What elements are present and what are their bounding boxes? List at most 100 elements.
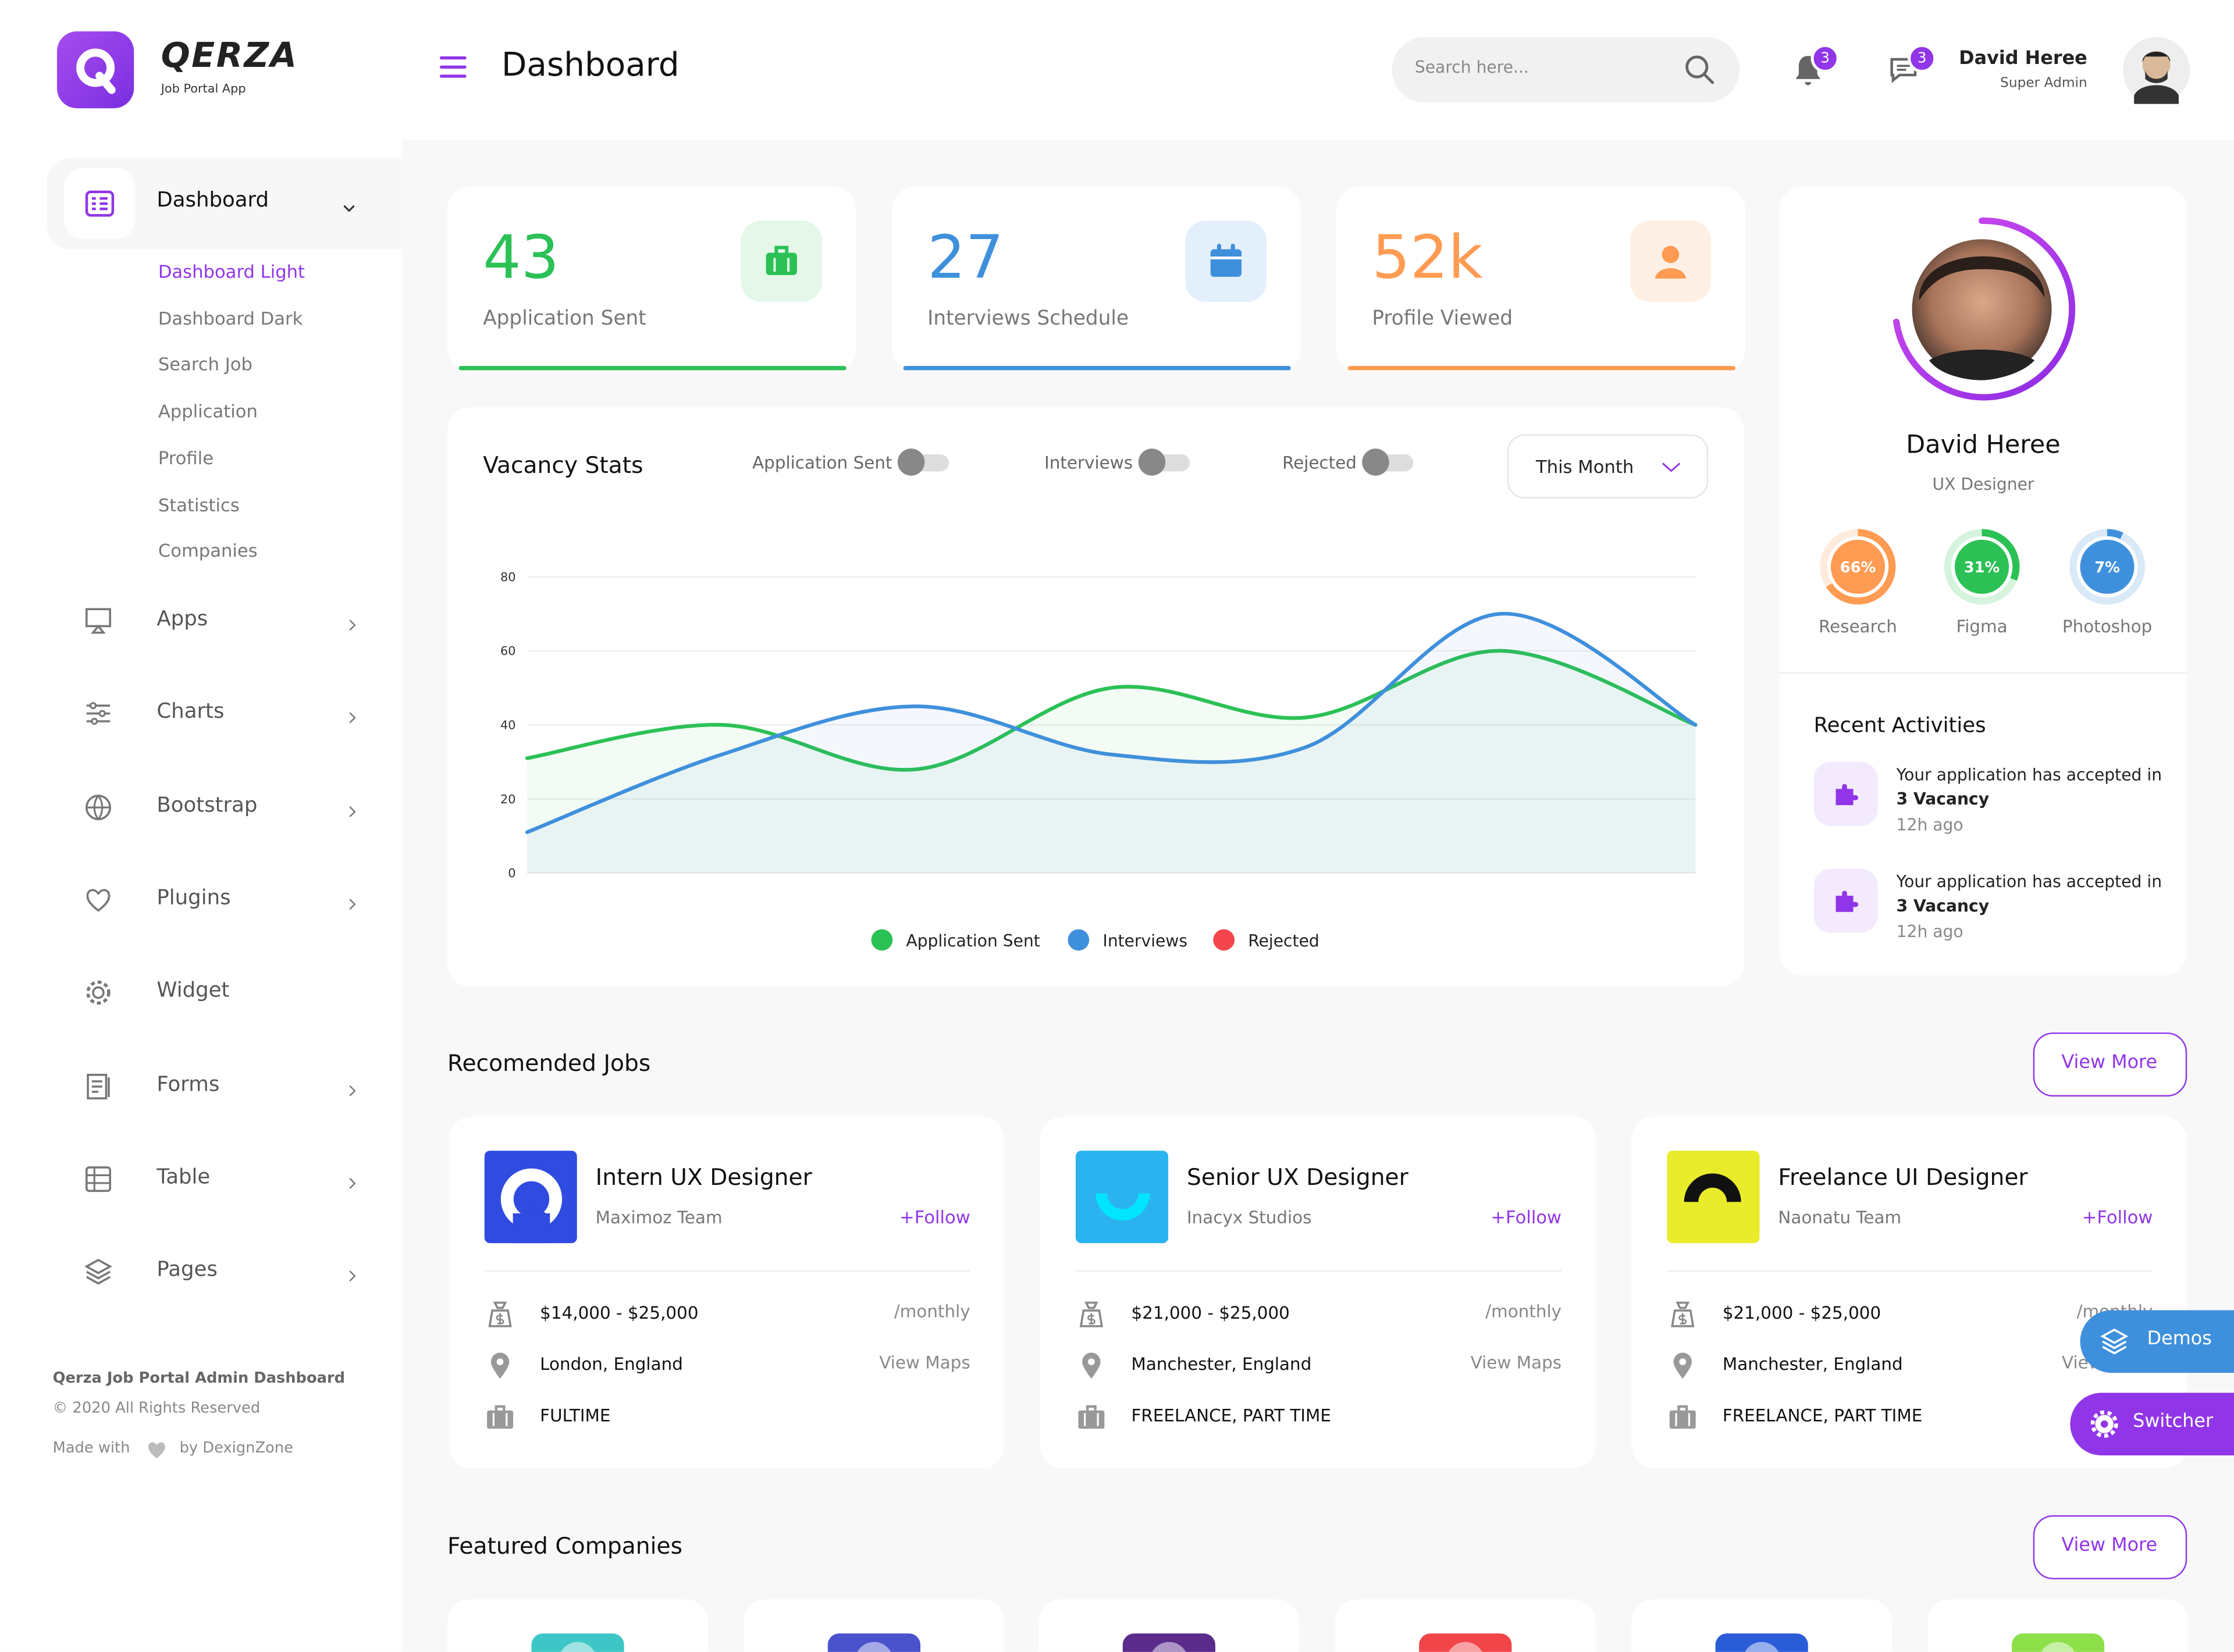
job-row-icon-svg: [1673, 1352, 1692, 1379]
activity-time: 12h ago: [1896, 921, 1963, 942]
stat-icon: [1650, 241, 1691, 282]
job-title: Freelance UI Designer: [1778, 1163, 2028, 1191]
skill-arc: [1826, 529, 1896, 605]
layers-icon: [2098, 1326, 2130, 1357]
menu-icon-svg: [85, 608, 111, 634]
icon-part: [1079, 1301, 1104, 1327]
icon-part: [1655, 268, 1687, 279]
icon-part: [91, 718, 98, 725]
menu-label[interactable]: Apps: [156, 608, 208, 631]
chevron-right-svg: [349, 1177, 356, 1189]
skill-value: 7%: [2094, 559, 2120, 576]
switcher-button[interactable]: Switcher: [2070, 1393, 2234, 1456]
company-card: [1039, 1599, 1300, 1652]
stat-card: 43 Application Sent: [447, 186, 856, 372]
activity-icon-box: [1813, 868, 1878, 933]
toggle-switch[interactable]: [1362, 448, 1414, 476]
message-badge[interactable]: 3: [1908, 44, 1937, 73]
switcher-label: Switcher: [2133, 1411, 2214, 1433]
toggle-switch[interactable]: [1138, 448, 1190, 476]
job-salary: $21,000 - $25,000: [1722, 1303, 1881, 1323]
icon-part: [1684, 1173, 1741, 1202]
view-more-button[interactable]: View More: [2033, 1032, 2187, 1097]
skill-name: Photoshop: [2062, 617, 2153, 637]
submenu-item[interactable]: Profile: [158, 447, 214, 468]
follow-button[interactable]: +Follow: [1490, 1206, 1562, 1228]
chevron-right-svg: [349, 620, 356, 631]
icon-part: [487, 1410, 514, 1429]
submenu-item[interactable]: Application: [158, 400, 258, 422]
chevron-right: [343, 891, 360, 910]
stat-label: Application Sent: [483, 307, 646, 330]
submenu-item[interactable]: Dashboard Dark: [158, 307, 303, 329]
skill-arc: [1982, 529, 2020, 581]
icon-part: [2100, 1420, 2108, 1428]
job-row-icon: [1076, 1401, 1107, 1433]
icon-part: [492, 1413, 508, 1426]
menu-label[interactable]: Bootstrap: [156, 794, 258, 817]
menu-label[interactable]: Table: [156, 1166, 211, 1189]
toggle-switch[interactable]: [898, 448, 949, 476]
menu-label[interactable]: Forms: [156, 1073, 220, 1096]
user-avatar-svg: [2123, 37, 2190, 104]
user-name: David Heree: [1959, 48, 2087, 70]
dropdown-chevron: [1659, 455, 1684, 478]
submenu-item[interactable]: Search Job: [158, 354, 252, 375]
chart-card: Vacancy Stats Application Sent Interviews R…: [447, 407, 1744, 987]
job-row-icon-svg: [1669, 1405, 1696, 1429]
page-title: Dashboard: [501, 47, 680, 84]
series-toggle[interactable]: Interviews: [1044, 448, 1190, 476]
stat-icon-svg: [1210, 244, 1241, 277]
icon-part: [349, 713, 356, 724]
view-maps-link[interactable]: View Maps: [879, 1352, 970, 1373]
job-salary: $21,000 - $25,000: [1131, 1303, 1290, 1323]
icon-part: [1095, 1193, 1150, 1221]
icon-part: [1675, 1413, 1691, 1426]
series-toggle[interactable]: Rejected: [1282, 448, 1414, 476]
submenu-item[interactable]: Dashboard Light: [158, 261, 305, 282]
icon-part: [2134, 85, 2179, 104]
chevron-right: [343, 1077, 360, 1096]
icon-part: [343, 205, 355, 212]
job-company: Maximoz Team: [595, 1208, 723, 1228]
footer-copyright: © 2020 All Rights Reserved: [52, 1400, 261, 1417]
menu-label[interactable]: Widget: [156, 980, 230, 1003]
icon-part: [349, 898, 356, 910]
dropdown-chevron-svg: [1662, 462, 1681, 472]
chevron-right: [343, 706, 360, 724]
stat-card: 52k Profile Viewed: [1336, 186, 1746, 372]
skill-name: Research: [1819, 617, 1897, 637]
company-card: [1335, 1599, 1596, 1652]
period-dropdown[interactable]: This Month: [1507, 434, 1709, 499]
icon-part: [513, 1213, 550, 1244]
follow-button[interactable]: +Follow: [2082, 1206, 2153, 1228]
company-logo-mark: [1150, 1642, 1189, 1652]
submenu-item[interactable]: Companies: [158, 540, 258, 562]
job-row-icon: [485, 1401, 516, 1433]
menu-label[interactable]: Pages: [156, 1259, 218, 1282]
activity-text: Your application has accepted in 3 Vacan…: [1897, 870, 2167, 918]
follow-button[interactable]: +Follow: [899, 1206, 970, 1228]
submenu-item[interactable]: Statistics: [158, 493, 240, 515]
icon-part: [87, 1073, 108, 1099]
company-logo-mark: [1446, 1642, 1485, 1652]
puzzle-icon: [1831, 886, 1861, 916]
series-toggle[interactable]: Application Sent: [752, 448, 949, 476]
view-more-button[interactable]: View More: [2033, 1515, 2187, 1580]
notification-badge[interactable]: 3: [1810, 44, 1840, 73]
menu-label[interactable]: Charts: [156, 701, 225, 724]
toggle-label: Application Sent: [752, 453, 892, 473]
demos-button[interactable]: Demos: [2080, 1310, 2234, 1373]
activity-time: 12h ago: [1896, 814, 1963, 835]
company-logo-svg: [484, 1151, 577, 1244]
menu-label[interactable]: Plugins: [156, 886, 231, 910]
icon-part: [349, 620, 356, 631]
search-box[interactable]: Search here...: [1392, 37, 1740, 103]
menu-item-active[interactable]: Dashboard: [47, 158, 402, 250]
icon-part: [1078, 1410, 1105, 1429]
job-row-icon: [1667, 1299, 1698, 1330]
footer-title: Qerza Job Portal Admin Dashboard: [52, 1370, 346, 1387]
view-maps-link[interactable]: View Maps: [1470, 1352, 1562, 1373]
icon-part: [86, 1167, 111, 1191]
company-card: [1927, 1599, 2188, 1652]
